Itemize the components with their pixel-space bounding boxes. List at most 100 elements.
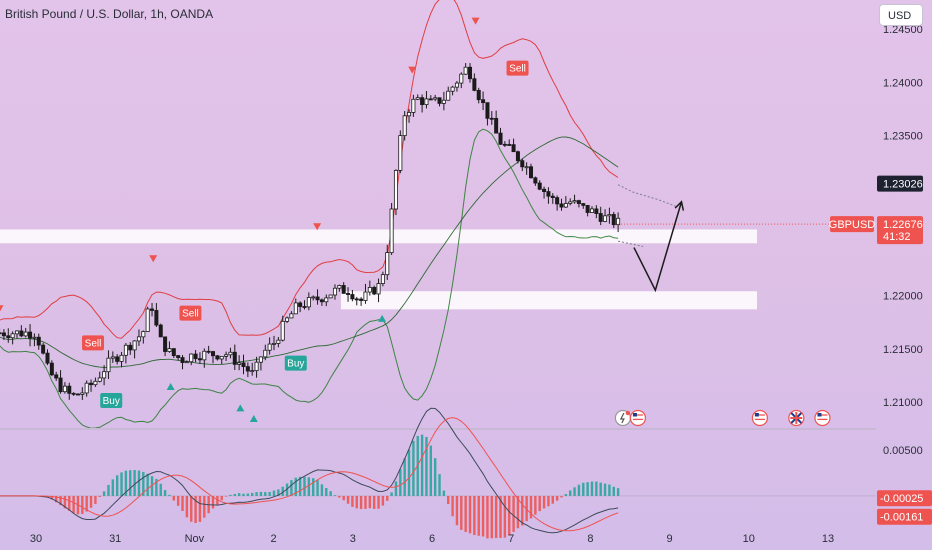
candle-body xyxy=(298,302,303,307)
candle-body xyxy=(598,213,603,222)
buy-triangle xyxy=(378,314,387,322)
histogram-bar xyxy=(503,495,507,538)
candle xyxy=(459,72,464,89)
candle-body xyxy=(572,200,577,203)
marked-price-tag xyxy=(877,175,923,192)
histogram-bar xyxy=(150,476,154,496)
signal-label: Buy xyxy=(287,359,304,370)
candle xyxy=(58,370,63,394)
candle xyxy=(507,139,512,146)
time-axis[interactable]: 30 31 Nov 2 3 6 7 8 9 10 13 xyxy=(30,533,834,545)
candle-body xyxy=(616,217,621,226)
histogram-bar xyxy=(290,480,293,496)
flag-canton xyxy=(754,413,759,417)
candle-body xyxy=(393,169,398,210)
candle-body xyxy=(241,362,246,368)
histogram-bar xyxy=(342,495,345,501)
candle-body xyxy=(245,366,250,372)
flag-canton xyxy=(632,413,637,417)
price-tick-label: 1.22000 xyxy=(883,290,923,302)
candle-body xyxy=(489,117,494,120)
candle-body xyxy=(550,195,555,199)
candle xyxy=(32,333,37,347)
candle-body xyxy=(237,362,242,365)
candle xyxy=(145,306,150,332)
sell-triangle xyxy=(149,255,158,263)
histogram-bar xyxy=(477,495,480,536)
histogram-bar xyxy=(390,492,393,496)
lightning-glyph xyxy=(619,412,625,424)
candle xyxy=(211,350,216,364)
histogram-bar xyxy=(63,495,67,509)
candle xyxy=(167,341,172,353)
candle xyxy=(315,289,320,305)
candle-body xyxy=(215,355,220,360)
candle xyxy=(241,354,246,375)
histogram-bar xyxy=(259,491,263,496)
candle-body xyxy=(328,294,333,299)
candle xyxy=(363,283,368,304)
lower-extension-line xyxy=(618,240,644,247)
candle-body xyxy=(54,374,59,379)
candle xyxy=(568,198,573,206)
candle-body xyxy=(546,191,551,197)
histogram-bar xyxy=(508,495,511,536)
candle xyxy=(6,328,11,343)
histogram-bar xyxy=(233,494,236,496)
candle xyxy=(14,330,19,339)
candle-body xyxy=(258,356,263,363)
histogram-bar xyxy=(407,449,411,496)
candle xyxy=(550,193,555,204)
histogram-bar xyxy=(560,495,563,498)
candle xyxy=(89,379,94,392)
symbol-title[interactable]: British Pound / U.S. Dollar, 1h, OANDA xyxy=(5,7,214,21)
candle xyxy=(603,209,608,223)
event-circle xyxy=(814,409,831,427)
candle-body xyxy=(271,342,276,345)
price-axis[interactable]: 1.24500 1.24000 1.23500 1.22000 1.21500 1.210… xyxy=(829,24,932,525)
histogram-bar xyxy=(377,495,380,509)
candle xyxy=(437,97,442,107)
candle xyxy=(450,85,455,96)
candle-body xyxy=(363,291,368,301)
histogram-bar xyxy=(172,495,176,501)
candle xyxy=(93,377,98,387)
currency-button[interactable]: USD xyxy=(879,4,923,26)
candle-body xyxy=(367,287,372,293)
candle-body xyxy=(498,132,503,145)
candle-body xyxy=(411,98,416,113)
candle-body xyxy=(193,353,198,360)
histogram-bar xyxy=(211,495,215,509)
last-price-countdown: 41:32 xyxy=(883,231,911,243)
histogram-bar xyxy=(255,492,258,496)
candle xyxy=(163,336,168,357)
histogram-bar xyxy=(85,495,88,512)
signal-label: Buy xyxy=(103,396,120,407)
oscillator-value-a: -0.00025 xyxy=(880,493,923,505)
candle-body xyxy=(311,296,316,299)
oscillator-tick-label: 0.00500 xyxy=(883,445,923,457)
histogram-bar xyxy=(89,495,93,508)
candle xyxy=(71,392,76,396)
candle-body xyxy=(1,332,6,337)
candle xyxy=(80,387,85,400)
candle-body xyxy=(84,382,89,394)
time-tick-label: 2 xyxy=(271,533,277,545)
candle-body xyxy=(315,296,320,301)
time-tick-label: 10 xyxy=(743,533,755,545)
candle-body xyxy=(332,287,337,296)
histogram-bar xyxy=(329,491,332,496)
candle xyxy=(84,380,89,397)
histogram-bar xyxy=(220,495,223,501)
candle-body xyxy=(463,66,468,75)
histogram-bar xyxy=(129,470,132,496)
uk-flag-icon xyxy=(788,409,805,427)
candle-body xyxy=(415,97,420,100)
time-tick-label: 6 xyxy=(429,533,435,545)
candle-body xyxy=(402,115,407,137)
histogram-bar xyxy=(194,495,197,523)
candle-body xyxy=(485,102,490,119)
candle-body xyxy=(293,302,298,315)
candle-body xyxy=(428,98,433,101)
